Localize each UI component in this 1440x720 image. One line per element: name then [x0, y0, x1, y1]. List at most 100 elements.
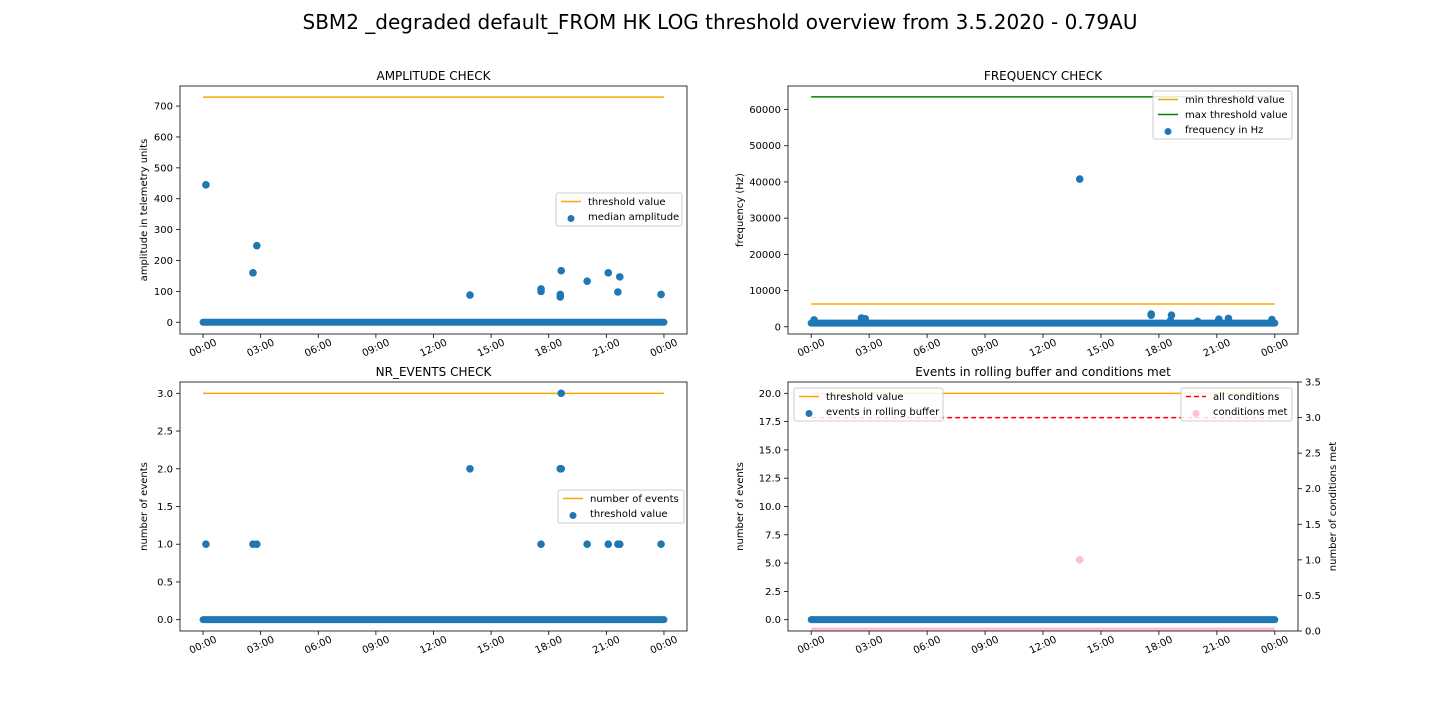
series-0 [202, 389, 665, 549]
x-tick-label: 12:00 [1028, 337, 1059, 359]
baseline-point-band [807, 616, 1279, 624]
data-point [466, 291, 474, 299]
y2-tick-label: 1.5 [1305, 520, 1321, 531]
legend-label: median amplitude [588, 212, 679, 223]
baseline-point-band [199, 616, 668, 624]
x-tick-label: 21:00 [591, 634, 622, 656]
x-tick-label: 03:00 [854, 634, 885, 656]
y-tick-label: 10000 [749, 286, 781, 297]
data-point [537, 540, 545, 549]
data-point [604, 269, 613, 277]
series-1 [1075, 556, 1084, 564]
x-tick-label: 21:00 [591, 337, 622, 359]
y-tick-label: 60000 [749, 105, 781, 116]
y-axis: 0 100 200 300 400 500 600 700 [154, 102, 180, 329]
legend-label: threshold value [588, 197, 666, 208]
y2-tick-label: 0.0 [1305, 627, 1321, 638]
x-tick-label: 09:00 [361, 634, 392, 656]
data-point [615, 273, 624, 281]
x-tick-label: 03:00 [245, 337, 276, 359]
y2-tick-label: 3.5 [1305, 378, 1321, 389]
legend-label: threshold value [590, 509, 668, 520]
x-tick-label: 12:00 [418, 634, 449, 656]
x-tick-label: 06:00 [912, 337, 943, 359]
y-tick-label: 600 [154, 132, 173, 143]
x-tick-label: 03:00 [854, 337, 885, 359]
data-point [583, 277, 591, 285]
y-axis: 0.0 0.5 1.0 1.5 2.0 2.5 3.0 [157, 389, 180, 626]
chart-title: Events in rolling buffer and conditions … [915, 365, 1171, 379]
x-tick-label: 09:00 [361, 337, 392, 359]
data-point [1167, 311, 1176, 319]
legend-frame [793, 387, 944, 422]
y-axis-label: number of events [139, 462, 150, 551]
y2-tick-label: 1.0 [1305, 555, 1321, 566]
data-point [1268, 315, 1276, 324]
x-tick-label: 06:00 [912, 634, 943, 656]
legend-marker-swatch [567, 215, 575, 222]
x-tick-label: 09:00 [970, 337, 1001, 359]
x-axis: 00:00 03:00 06:00 09:00 12:00 15:00 18:00 21:00… [188, 334, 680, 360]
data-point [249, 269, 257, 277]
y-tick-label: 7.5 [765, 530, 781, 541]
x-axis: 00:00 03:00 06:00 09:00 12:00 15:00 18:00 21:00… [796, 631, 1290, 657]
y-tick-label: 1.5 [157, 502, 173, 513]
chart-frequency: FREQUENCY CHECK 00:00 03:00 06:00 09:00 12:00… [735, 69, 1299, 360]
legend-frame [557, 489, 685, 524]
legend-marker-swatch [569, 512, 577, 519]
y-axis: 0.0 2.5 5.0 7.5 10.0 12.5 15.0 17.5 20.0 [759, 389, 788, 626]
x-tick-label: 18:00 [1144, 337, 1175, 359]
y-tick-label: 3.0 [157, 389, 173, 400]
x-tick-label: 18:00 [1144, 634, 1175, 656]
y-axis-label: frequency (Hz) [735, 173, 746, 247]
legend-label: frequency in Hz [1185, 125, 1263, 136]
y-tick-label: 2.5 [765, 587, 781, 598]
x-tick-label: 09:00 [970, 634, 1001, 656]
baseline-point-band [199, 318, 668, 326]
legend-label: max threshold value [1185, 110, 1288, 121]
data-point [557, 464, 566, 473]
data-point [537, 285, 545, 293]
data-point [657, 540, 665, 549]
y-tick-label: 700 [154, 102, 173, 113]
y-tick-label: 0.5 [157, 577, 173, 588]
x-tick-label: 15:00 [476, 634, 507, 656]
data-point [615, 540, 624, 549]
x-tick-label: 18:00 [534, 337, 565, 359]
y-tick-label: 0 [167, 318, 173, 329]
x-tick-label: 06:00 [303, 634, 334, 656]
y-tick-label: 20000 [749, 250, 781, 261]
y-tick-label: 0.0 [157, 615, 173, 626]
y2-tick-label: 3.0 [1305, 413, 1321, 424]
data-point [556, 290, 565, 299]
y2-tick-label: 0.5 [1305, 591, 1321, 602]
data-point [253, 540, 261, 549]
data-point [557, 266, 566, 275]
legend-label: all conditions [1213, 392, 1279, 403]
figure-title: SBM2 _degraded default_FROM HK LOG thres… [303, 10, 1138, 34]
legend-label: events in rolling buffer [826, 407, 940, 418]
legend: threshold value events in rolling buffer [793, 387, 944, 422]
x-tick-label: 00:00 [649, 337, 680, 359]
y-tick-label: 15.0 [759, 445, 781, 456]
data-point [202, 181, 210, 189]
y-tick-label: 200 [154, 256, 173, 267]
y-tick-label: 1.0 [157, 540, 173, 551]
x-tick-label: 12:00 [418, 337, 449, 359]
y-axis-label: number of events [735, 462, 746, 551]
legend: threshold value median amplitude [555, 192, 683, 227]
y-tick-label: 500 [154, 163, 173, 174]
data-point [583, 540, 591, 549]
y-tick-label: 10.0 [759, 502, 781, 513]
x-axis: 00:00 03:00 06:00 09:00 12:00 15:00 18:00 21:00… [796, 334, 1290, 360]
data-point [253, 241, 261, 250]
y-tick-label: 12.5 [759, 474, 781, 485]
data-point [202, 540, 210, 549]
y-tick-label: 5.0 [765, 559, 781, 570]
legend-label: min threshold value [1185, 95, 1285, 106]
x-tick-label: 15:00 [476, 337, 507, 359]
legend: min threshold value max threshold value fr… [1152, 90, 1293, 140]
legend: number of events threshold value [557, 489, 685, 524]
chart-title: AMPLITUDE CHECK [376, 69, 491, 83]
